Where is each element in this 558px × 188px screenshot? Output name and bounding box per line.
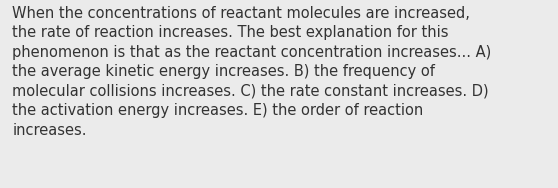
- Text: When the concentrations of reactant molecules are increased,
the rate of reactio: When the concentrations of reactant mole…: [12, 6, 492, 138]
